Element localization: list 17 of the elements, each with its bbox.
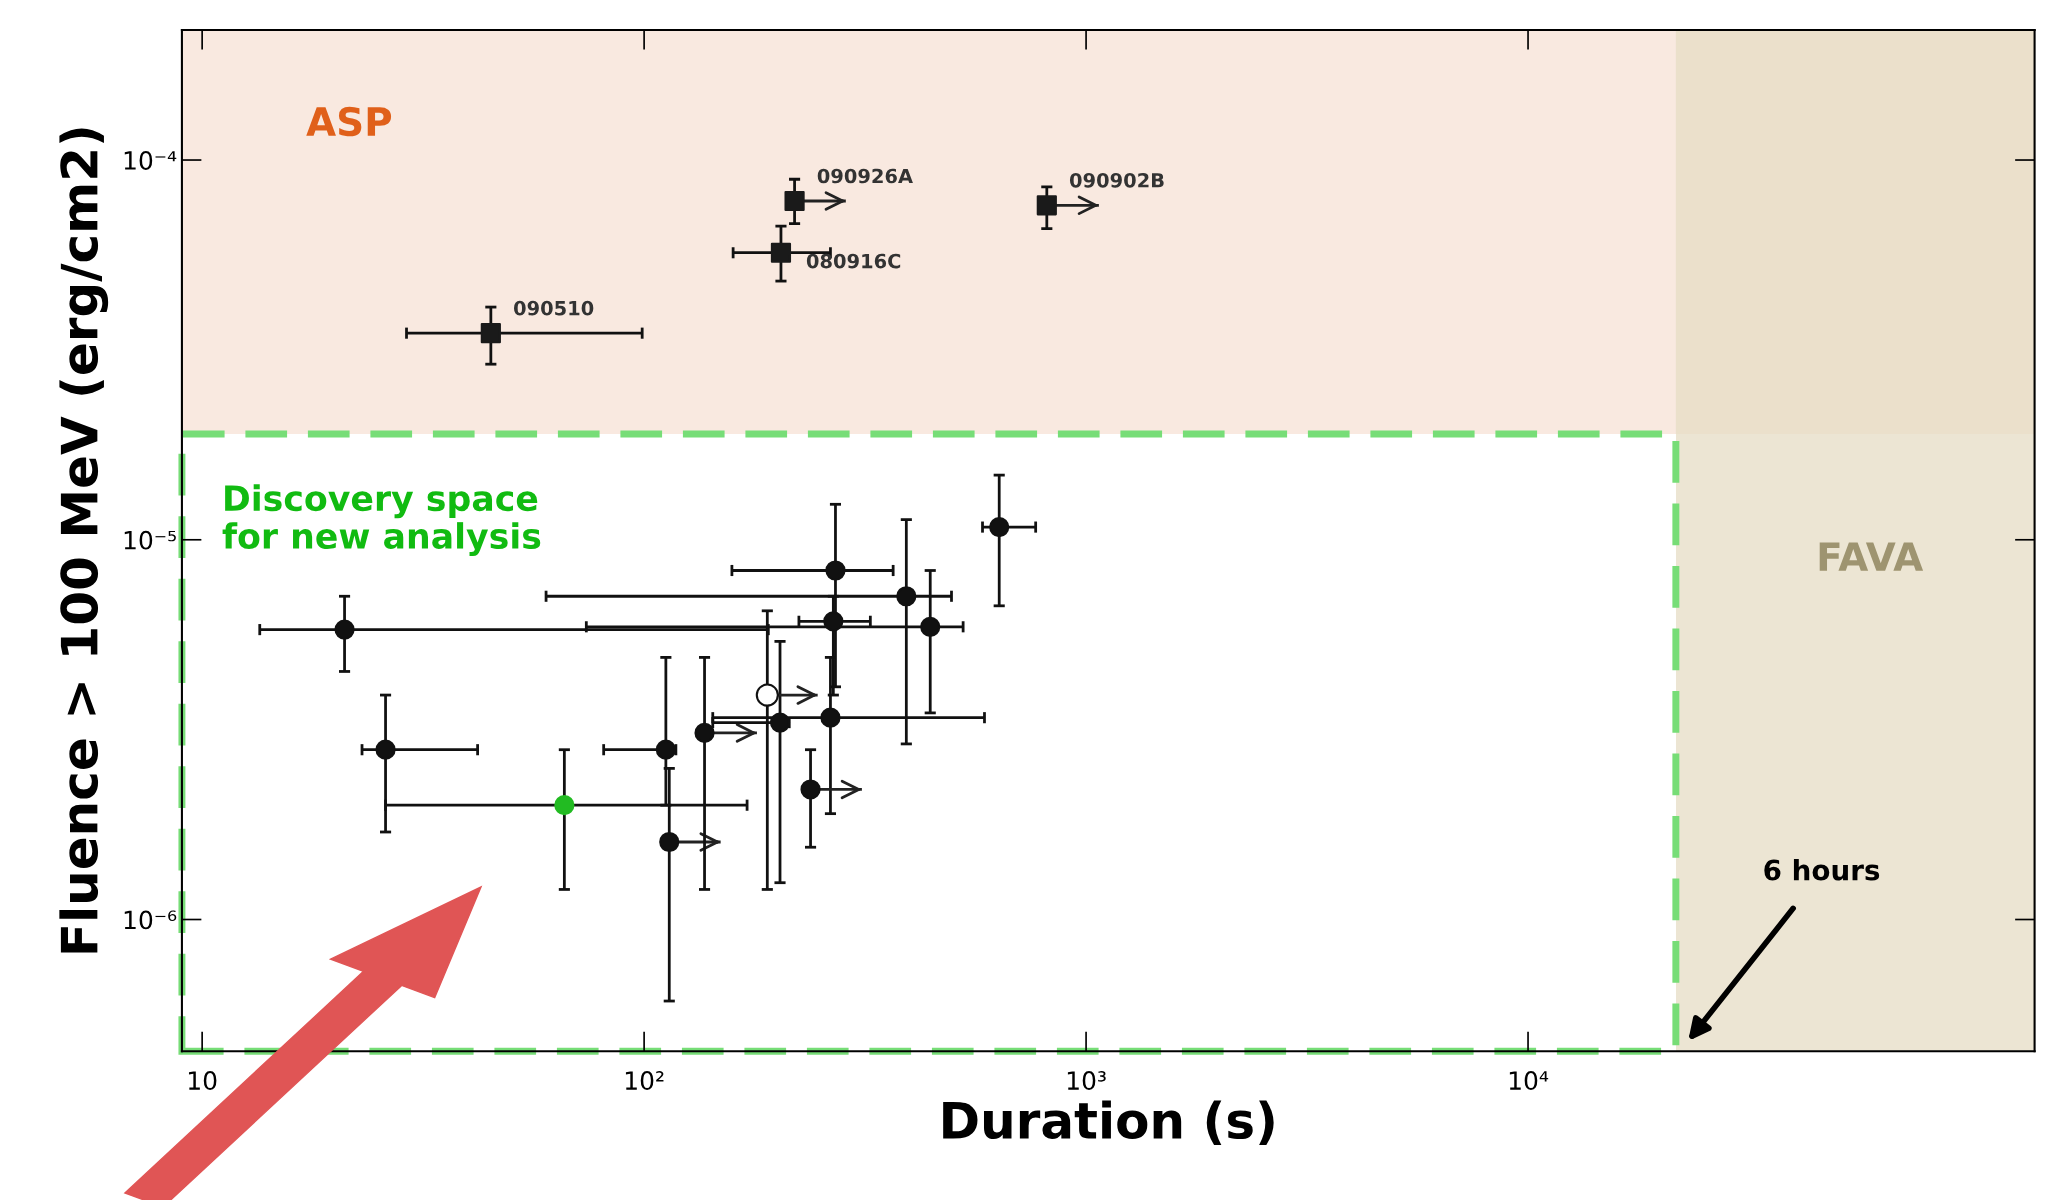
y-axis-title: Fluence > 100 MeV (erg/cm2) [59, 128, 109, 953]
x-tick-label: 10³ [1067, 1071, 1106, 1090]
annotation: 090902B [1069, 172, 1164, 188]
annotation: Discovery space for new analysis [222, 484, 541, 557]
x-tick-label: 10 [188, 1071, 217, 1090]
y-tick-label: 10⁻⁴ [124, 150, 177, 170]
x-axis-title: Duration (s) [943, 1100, 1274, 1145]
band-label: FAVA [1819, 542, 1924, 571]
annotation: 090510 [514, 300, 594, 316]
y-tick-label: 10⁻⁶ [124, 910, 177, 930]
annotation: 6 hours [1764, 859, 1880, 881]
y-tick-label: 10⁻⁵ [124, 530, 176, 550]
x-tick-label: 10² [625, 1071, 664, 1090]
band-label: ASP [306, 106, 392, 137]
annotation: 090926A [817, 168, 913, 184]
annotation: 080916C [806, 253, 901, 269]
x-tick-label: 10⁴ [1509, 1071, 1549, 1090]
